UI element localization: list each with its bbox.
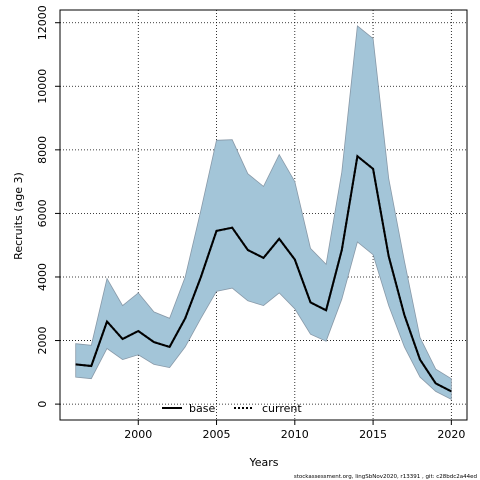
series-line-current xyxy=(75,154,452,393)
x-tick-label: 2015 xyxy=(359,428,387,441)
confidence-band-layer xyxy=(75,25,452,400)
y-axis-title: Recruits (age 3) xyxy=(12,172,25,260)
x-tick-label: 2000 xyxy=(124,428,152,441)
x-axis: 2000 2005 2010 2015 2020 xyxy=(124,420,465,441)
x-tick-label: 2010 xyxy=(281,428,309,441)
y-tick-label: 10000 xyxy=(36,69,49,104)
plot-frame xyxy=(59,9,468,421)
x-tick-label: 2005 xyxy=(203,428,231,441)
y-tick-label: 6000 xyxy=(36,199,49,227)
y-axis: 0 2000 4000 6000 8000 10000 12000 xyxy=(36,5,60,408)
series-lines-layer xyxy=(75,154,452,393)
y-tick-label: 4000 xyxy=(36,263,49,291)
footnote: stockassessment.org, lingSbNov2020, r133… xyxy=(294,474,477,480)
confidence-band xyxy=(75,25,452,400)
legend: base current xyxy=(162,402,302,415)
legend-label-current: current xyxy=(262,402,302,415)
y-tick-label: 0 xyxy=(36,401,49,408)
y-tick-label: 12000 xyxy=(36,5,49,40)
y-tick-label: 8000 xyxy=(36,136,49,164)
x-axis-title: Years xyxy=(248,456,278,469)
y-tick-label: 2000 xyxy=(36,327,49,355)
x-tick-label: 2020 xyxy=(437,428,465,441)
legend-label-base: base xyxy=(189,402,215,415)
